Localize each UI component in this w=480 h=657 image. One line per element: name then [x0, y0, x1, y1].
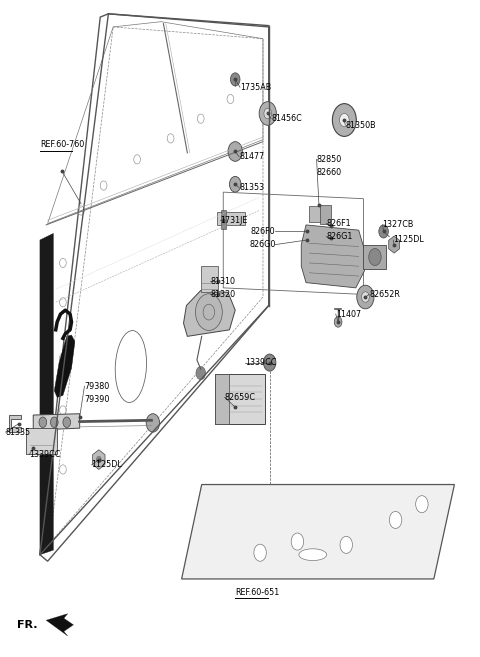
Bar [25, 428, 57, 455]
Polygon shape [40, 233, 53, 555]
Text: REF.60-760: REF.60-760 [40, 141, 84, 149]
Bar [363, 244, 386, 269]
Text: 81353: 81353 [239, 183, 264, 192]
Circle shape [254, 544, 266, 561]
Circle shape [264, 108, 272, 119]
Text: 826G1: 826G1 [326, 232, 352, 241]
Circle shape [230, 73, 240, 86]
Text: 11407: 11407 [336, 309, 361, 319]
Polygon shape [301, 225, 364, 288]
Text: 82652R: 82652R [369, 290, 400, 299]
Bar [221, 210, 226, 229]
Circle shape [50, 417, 58, 428]
Text: 1731JE: 1731JE [220, 215, 247, 225]
Polygon shape [33, 414, 80, 430]
Text: 82660: 82660 [317, 168, 342, 177]
Text: 1339CC: 1339CC [245, 358, 276, 367]
Text: FR.: FR. [17, 620, 38, 630]
Circle shape [357, 285, 374, 309]
Circle shape [195, 294, 222, 330]
Polygon shape [183, 290, 235, 336]
Circle shape [334, 317, 342, 327]
Bar [310, 206, 323, 222]
Circle shape [332, 104, 356, 137]
Circle shape [196, 367, 205, 380]
Bar [215, 374, 228, 424]
Bar [217, 212, 245, 225]
Circle shape [96, 457, 101, 463]
Text: 81320: 81320 [210, 290, 236, 299]
Polygon shape [181, 484, 455, 579]
Text: 826F1: 826F1 [326, 219, 351, 228]
Polygon shape [46, 614, 73, 636]
Circle shape [389, 511, 402, 528]
Text: 81456C: 81456C [271, 114, 302, 124]
Text: 81477: 81477 [239, 152, 264, 161]
Text: 79380: 79380 [84, 382, 110, 391]
Circle shape [361, 292, 369, 302]
Text: 1327CB: 1327CB [383, 220, 414, 229]
Circle shape [229, 176, 241, 192]
Circle shape [416, 495, 428, 512]
Polygon shape [9, 415, 21, 432]
Text: 1735AB: 1735AB [240, 83, 271, 92]
Bar [201, 266, 217, 292]
Circle shape [63, 417, 71, 428]
Text: 1125DL: 1125DL [393, 235, 424, 244]
Text: 81350B: 81350B [345, 121, 376, 130]
Text: 826F0: 826F0 [251, 227, 276, 236]
Text: 826G0: 826G0 [249, 240, 276, 249]
Circle shape [369, 248, 381, 265]
Circle shape [228, 142, 242, 162]
Bar [215, 374, 265, 424]
Bar [321, 205, 331, 223]
Text: 1125DL: 1125DL [92, 461, 122, 469]
Circle shape [264, 354, 276, 371]
Circle shape [339, 114, 349, 127]
Circle shape [259, 102, 276, 125]
Text: 82659C: 82659C [225, 393, 256, 402]
Text: REF.60-651: REF.60-651 [235, 587, 279, 597]
Circle shape [379, 225, 388, 238]
Circle shape [291, 533, 304, 550]
Circle shape [146, 414, 159, 432]
Text: 81335: 81335 [5, 428, 31, 437]
Ellipse shape [299, 549, 326, 560]
Text: 79390: 79390 [84, 395, 110, 404]
Polygon shape [389, 236, 399, 253]
Circle shape [39, 417, 47, 428]
Text: 82850: 82850 [317, 155, 342, 164]
Text: 1339CC: 1339CC [29, 450, 61, 459]
Polygon shape [54, 335, 75, 397]
Circle shape [340, 536, 352, 553]
Polygon shape [93, 450, 105, 470]
Text: 81310: 81310 [210, 277, 235, 286]
